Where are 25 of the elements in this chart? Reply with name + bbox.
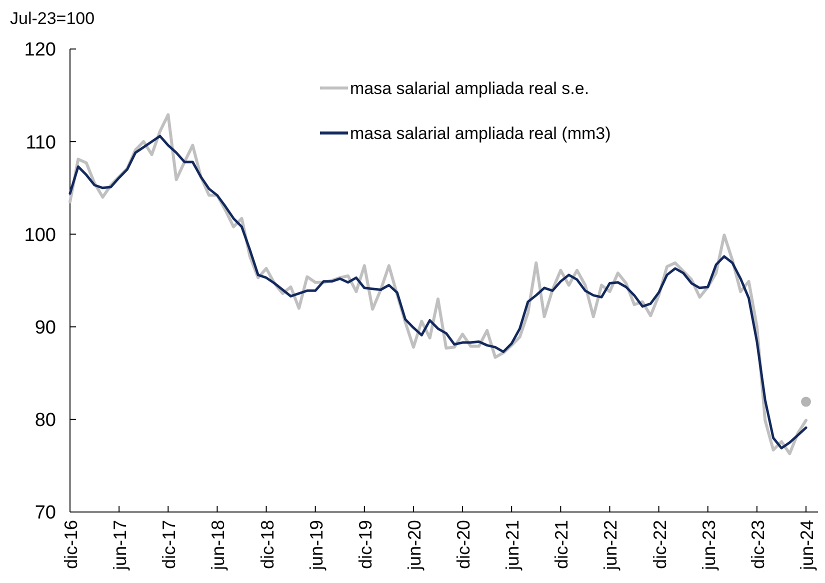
y-tick-label: 90 [34, 317, 56, 338]
x-tick-label: dic-18 [257, 520, 278, 570]
x-tick-label: dic-23 [748, 520, 768, 570]
x-tick-label: dic-17 [159, 520, 180, 570]
y-tick-label: 120 [24, 40, 56, 61]
y-tick-label: 110 [26, 132, 56, 154]
x-tick-label: jun-17 [110, 520, 130, 572]
x-tick-label: dic-21 [552, 520, 572, 570]
x-tick-label: jun-22 [600, 520, 621, 572]
legend-label: masa salarial ampliada real (mm3) [350, 124, 611, 143]
y-tick-label: 80 [34, 410, 56, 432]
x-tick-label: dic-22 [650, 520, 670, 570]
x-tick-label: dic-16 [61, 520, 81, 570]
x-tick-label: jun-21 [502, 520, 523, 572]
x-tick-label: dic-20 [454, 520, 474, 570]
x-tick-label: jun-18 [208, 520, 228, 572]
x-tick-label: dic-19 [355, 520, 376, 570]
y-tick-label: 100 [24, 224, 56, 246]
x-tick-label: jun-23 [698, 520, 719, 572]
x-tick-label: jun-19 [306, 520, 326, 572]
legend-label: masa salarial ampliada real s.e. [350, 78, 590, 98]
y-axis-title: Jul-23=100 [10, 9, 95, 28]
x-tick-label: jun-20 [404, 520, 424, 572]
x-tick-label: jun-24 [797, 520, 817, 572]
y-tick-label: 70 [34, 502, 56, 524]
